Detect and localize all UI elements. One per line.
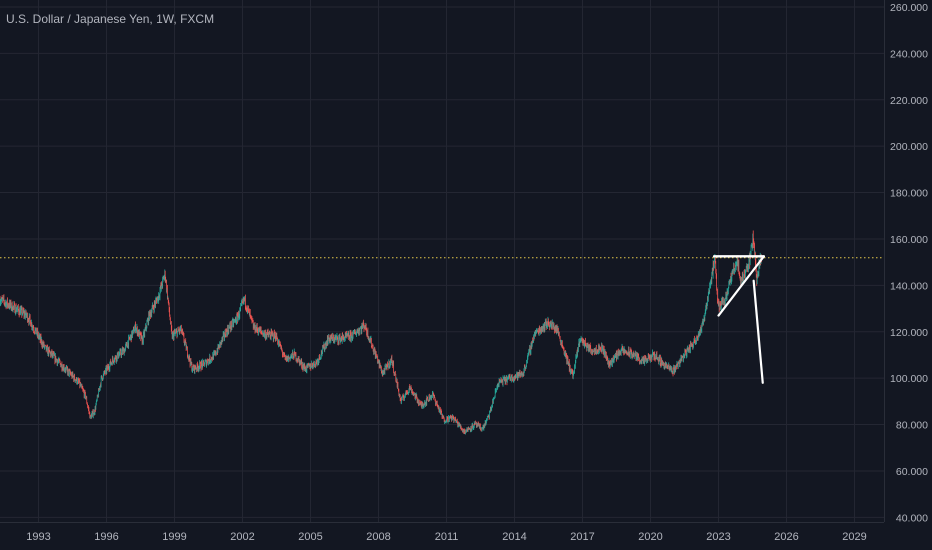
y-tick-label: 100.000: [890, 373, 928, 385]
y-tick-label: 220.000: [890, 95, 928, 107]
x-tick-label: 1993: [26, 531, 50, 543]
x-tick-label: 2005: [298, 531, 322, 543]
x-tick-label: 1999: [162, 531, 186, 543]
trend-drawings[interactable]: [712, 255, 765, 384]
trendline-drawing[interactable]: [752, 279, 764, 384]
x-tick-label: 2020: [638, 531, 662, 543]
grid-lines: [0, 0, 884, 522]
y-tick-label: 120.000: [890, 327, 928, 339]
y-tick-label: 200.000: [890, 141, 928, 153]
y-tick-label: 160.000: [890, 234, 928, 246]
x-tick-label: 2017: [570, 531, 594, 543]
x-tick-label: 2026: [774, 531, 798, 543]
time-axis[interactable]: 1993 1996 1999 2002 2005 2008 2011 2014 2017 2020…: [26, 531, 866, 543]
y-tick-label: 60.000: [896, 466, 928, 478]
x-tick-label: 2008: [366, 531, 390, 543]
y-tick-label: 240.000: [890, 48, 928, 60]
x-tick-label: 2014: [502, 531, 526, 543]
y-tick-label: 80.000: [896, 420, 928, 432]
x-tick-label: 2002: [230, 531, 254, 543]
candles: [0, 230, 762, 435]
y-tick-label: 260.000: [890, 2, 928, 14]
symbol-title: U.S. Dollar / Japanese Yen, 1W, FXCM: [6, 12, 215, 26]
trendline-drawing[interactable]: [717, 255, 765, 317]
y-tick-label: 140.000: [890, 280, 928, 292]
price-axis[interactable]: 40.000 60.000 80.000 100.000 120.000 140.000 1…: [890, 2, 928, 524]
y-tick-label: 40.000: [896, 512, 928, 524]
y-tick-label: 180.000: [890, 188, 928, 200]
x-tick-label: 2011: [435, 531, 459, 543]
x-tick-label: 2029: [842, 531, 866, 543]
x-tick-label: 2023: [706, 531, 730, 543]
x-tick-label: 1996: [94, 531, 118, 543]
